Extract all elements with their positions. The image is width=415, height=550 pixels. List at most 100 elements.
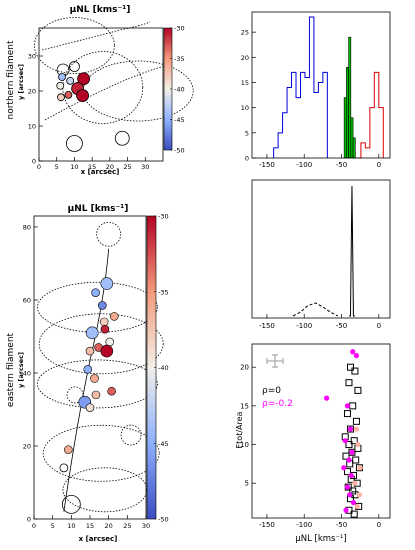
solid-profile-line xyxy=(348,185,355,317)
x-tick-label: -150 xyxy=(259,322,275,330)
histogram-bar xyxy=(350,117,354,159)
x-axis-label: μNL [kms⁻¹] xyxy=(295,534,346,544)
x-tick-label: 0 xyxy=(37,163,41,171)
data-point-square xyxy=(345,379,353,387)
data-point-circle xyxy=(356,492,363,498)
x-tick-label: 0 xyxy=(377,322,381,330)
x-tick-label: -50 xyxy=(336,161,347,169)
beam-circle xyxy=(96,221,122,247)
clump-marker xyxy=(77,72,91,86)
clump-marker xyxy=(64,445,73,454)
x-tick-label: 30 xyxy=(142,522,150,530)
colorbar-tick-label: -40 xyxy=(174,86,185,94)
histogram-bar xyxy=(348,36,352,159)
velocity-histogram: -150 -100 -50 0 0 5 10 15 20 25 xyxy=(241,11,391,169)
data-point-square xyxy=(354,386,362,394)
data-point-circle xyxy=(344,403,351,409)
flux-velocity-scatter: Ftot/Area μNL [kms⁻¹] ρ=0 ρ=-0.2 -150 -10… xyxy=(235,343,391,544)
x-tick-label: 10 xyxy=(70,163,78,171)
y-tick-label: 30 xyxy=(28,53,36,61)
y-tick-label: 20 xyxy=(28,88,36,96)
y-tick-label: 0 xyxy=(32,158,36,166)
colorbar-tick-label: -45 xyxy=(174,116,185,124)
clump-marker xyxy=(105,337,115,347)
side-label: northern filament xyxy=(6,40,16,119)
beam-circle xyxy=(69,61,80,72)
x-tick-label: 0 xyxy=(377,161,381,169)
clump-marker xyxy=(109,312,119,321)
slice-outline xyxy=(62,467,148,513)
data-point-circle xyxy=(347,492,353,498)
y-tick-label: 10 xyxy=(28,123,36,131)
histogram-bar xyxy=(343,97,347,159)
data-point-circle xyxy=(352,480,358,486)
legend-rho-magenta: ρ=-0.2 xyxy=(262,399,293,409)
filament-ridge xyxy=(41,21,151,51)
data-point-circle xyxy=(344,484,351,490)
colorbar-tick-label: -35 xyxy=(158,288,169,296)
y-tick-label: 20 xyxy=(240,364,249,372)
slice-outline xyxy=(37,359,158,409)
data-point-circle xyxy=(354,503,360,509)
y-tick-label: 15 xyxy=(241,79,249,87)
y-axis-label: y [arcsec] xyxy=(17,64,25,100)
data-point-square xyxy=(352,456,360,464)
clump-marker xyxy=(56,81,65,90)
data-point-square xyxy=(350,510,358,518)
data-point-square xyxy=(349,402,357,410)
histogram-bar xyxy=(346,67,349,159)
data-point-square xyxy=(350,437,358,445)
data-point-circle xyxy=(348,472,354,479)
y-axis-label: Ftot/Area xyxy=(235,411,244,448)
x-tick-label: 20 xyxy=(105,522,113,530)
slice-outline xyxy=(34,17,115,74)
data-point-circle xyxy=(353,353,360,359)
y-tick-label: 10 xyxy=(241,104,249,112)
filament-ridge xyxy=(63,248,110,512)
velocity-profile: -150 -100 -50 0 xyxy=(251,179,391,330)
y-tick-label: 25 xyxy=(241,29,249,37)
clump-marker xyxy=(100,344,114,358)
filament-ridge xyxy=(44,65,166,121)
x-tick-label: 20 xyxy=(106,163,114,171)
y-tick-label: 0 xyxy=(245,155,249,163)
data-point-circle xyxy=(350,349,356,355)
colorbar-tick-label: -30 xyxy=(158,213,169,221)
x-tick-label: 25 xyxy=(123,522,131,530)
clump-marker xyxy=(91,288,100,297)
clump-marker xyxy=(100,324,110,334)
y-tick-label: 5 xyxy=(245,480,249,488)
x-tick-label: -100 xyxy=(296,322,312,330)
clump-marker xyxy=(91,390,101,400)
y-axis-label: y [arcsec] xyxy=(17,352,25,388)
eastern-filament-map: eastern filament y [arcsec] μNL [kms⁻¹] … xyxy=(6,204,169,543)
data-point-circle xyxy=(342,438,348,444)
data-point-square xyxy=(349,487,357,495)
clump-marker xyxy=(90,374,99,383)
clump-marker xyxy=(100,277,114,290)
slice-outline xyxy=(42,424,160,482)
x-axis-label: x [arcsec] xyxy=(81,168,120,176)
x-tick-label: -100 xyxy=(296,161,312,169)
clump-marker xyxy=(83,365,93,374)
beam-circle xyxy=(61,494,81,514)
colorbar-tick-label: -40 xyxy=(158,364,169,372)
x-tick-label: -50 xyxy=(336,521,347,529)
x-tick-label: -150 xyxy=(259,521,275,529)
dashed-profile-line xyxy=(292,302,339,317)
y-tick-label: 15 xyxy=(240,402,249,410)
clump-marker xyxy=(99,317,109,327)
colorbar-tick-label: -35 xyxy=(174,55,185,63)
slice-outline xyxy=(62,51,144,124)
data-point-square xyxy=(352,417,360,425)
northern-filament-map: northern filament y [arcsec] μNL [kms⁻¹]… xyxy=(6,5,194,176)
clump-marker xyxy=(107,386,116,396)
clump-marker xyxy=(85,326,99,340)
side-label: eastern filament xyxy=(6,332,16,407)
data-point-circle xyxy=(357,465,363,471)
x-tick-label: 10 xyxy=(67,522,75,530)
chart-title: μNL [kms⁻¹] xyxy=(68,204,129,214)
x-tick-label: 0 xyxy=(377,521,381,529)
chart-title: μNL [kms⁻¹] xyxy=(70,5,131,15)
colorbar-tick-label: -30 xyxy=(174,25,185,33)
